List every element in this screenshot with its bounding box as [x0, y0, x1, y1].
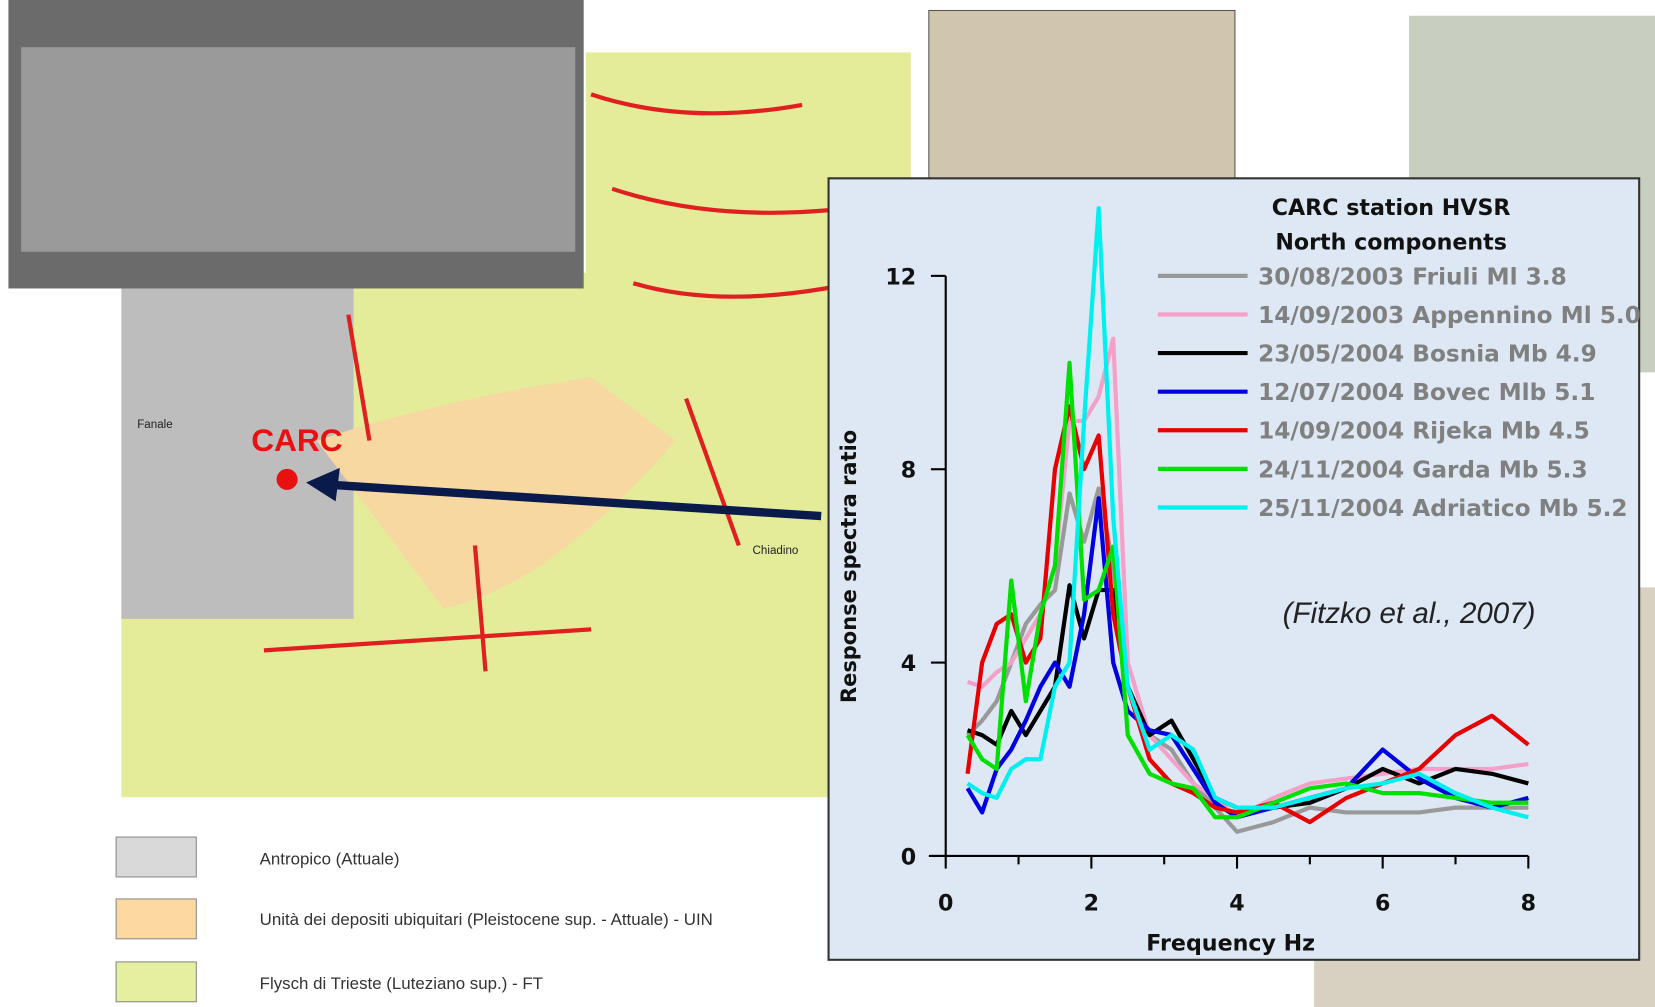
legend-text: 14/09/2004 Rijeka Mb 4.5 — [1258, 419, 1590, 445]
y-tick-label: 8 — [901, 458, 916, 484]
legend-text: 25/11/2004 Adriatico Mb 5.2 — [1258, 496, 1627, 522]
x-axis-label: Frequency Hz — [1146, 930, 1315, 956]
map-label: CARC — [251, 422, 342, 458]
annotation: (Fitzko et al., 2007) — [1283, 597, 1536, 630]
legend-text: 14/09/2003 Appennino Ml 5.0 — [1258, 303, 1641, 329]
chart-panel — [829, 178, 1640, 959]
station-dot — [277, 469, 298, 490]
y-axis-label: Response spectra ratio — [836, 430, 861, 703]
map-label: Chiadino — [753, 545, 799, 557]
map-legend-text: Unità dei depositi ubiquitari (Pleistoce… — [260, 910, 713, 929]
legend-text: 23/05/2004 Bosnia Mb 4.9 — [1258, 342, 1597, 368]
x-tick-label: 2 — [1084, 891, 1099, 917]
legend-swatch — [116, 962, 196, 1002]
y-tick-label: 0 — [901, 844, 916, 870]
building — [21, 47, 575, 252]
x-tick-label: 8 — [1521, 891, 1536, 917]
legend-swatch — [116, 899, 196, 939]
chart-subtitle: North components — [1275, 230, 1507, 256]
y-tick-label: 12 — [885, 264, 916, 290]
map-legend-text: Antropico (Attuale) — [260, 849, 400, 868]
slide: CARC Fanale Chiadino Antropico (Attuale)… — [0, 0, 1655, 1007]
x-tick-label: 4 — [1229, 891, 1244, 917]
legend-swatch — [116, 837, 196, 877]
x-tick-label: 0 — [938, 891, 953, 917]
engraving — [929, 10, 1235, 178]
chart-title: CARC station HVSR — [1272, 195, 1511, 221]
y-tick-label: 4 — [901, 651, 916, 677]
legend-text: 24/11/2004 Garda Mb 5.3 — [1258, 457, 1587, 483]
x-tick-label: 6 — [1375, 891, 1390, 917]
legend-text: 30/08/2003 Friuli Ml 3.8 — [1258, 264, 1567, 290]
map-legend-text: Flysch di Trieste (Luteziano sup.) - FT — [260, 974, 543, 993]
map-label: Fanale — [137, 419, 172, 431]
legend-text: 12/07/2004 Bovec Mlb 5.1 — [1258, 380, 1595, 406]
